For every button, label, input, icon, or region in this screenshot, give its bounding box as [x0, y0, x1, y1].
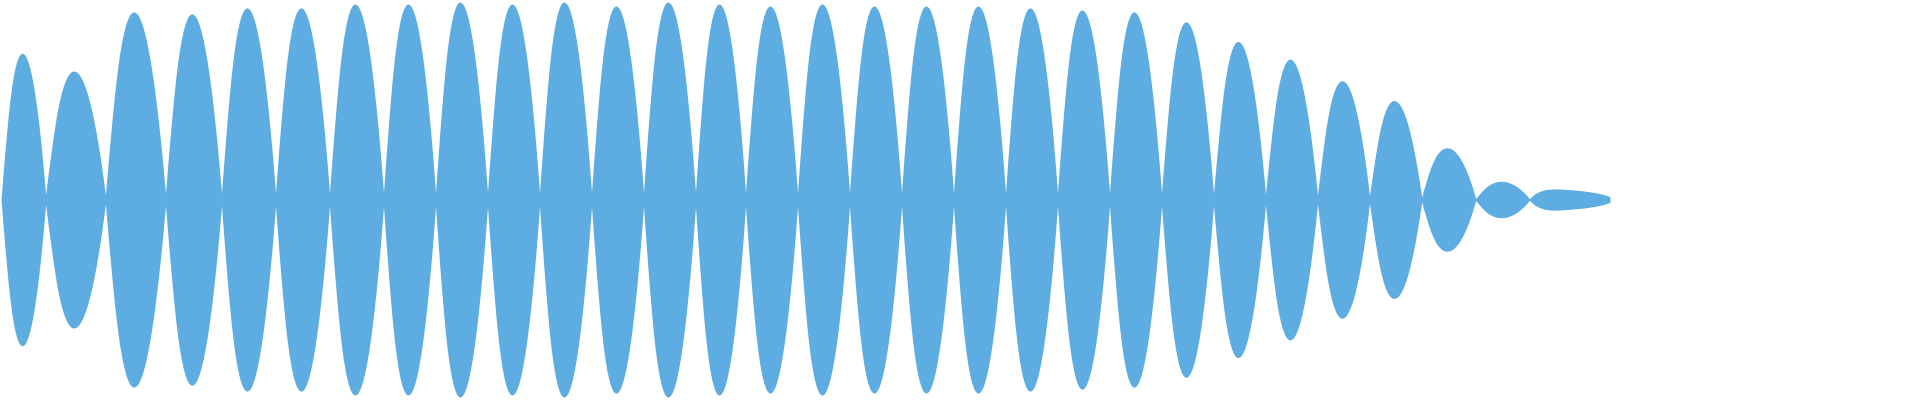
waveform-segment	[383, 4, 437, 396]
waveform-segment	[1421, 148, 1477, 252]
waveform-segment	[539, 2, 593, 398]
waveform-segment	[105, 12, 167, 388]
waveform-segment	[745, 6, 799, 394]
waveform-segment	[953, 6, 1007, 394]
waveform-segment	[1057, 10, 1111, 390]
waveform-segment	[695, 4, 747, 396]
waveform-segment	[1369, 100, 1423, 300]
waveform-segment	[221, 8, 277, 392]
waveform-segment	[1005, 8, 1059, 392]
waveform-segment	[1317, 81, 1371, 319]
waveform-segment	[1475, 181, 1531, 219]
waveform-segment	[849, 6, 903, 394]
waveform-segment	[435, 2, 489, 398]
waveform-segment	[45, 71, 107, 329]
waveform-segment	[1109, 12, 1163, 388]
waveform-segment	[643, 2, 697, 398]
waveform-segment	[1, 53, 47, 347]
waveform-segment	[591, 6, 645, 394]
waveform-segment	[1265, 59, 1319, 341]
waveform-segment	[797, 4, 851, 396]
waveform-segment	[1161, 22, 1215, 378]
waveform-segment	[1213, 41, 1267, 359]
waveform-segment	[165, 14, 223, 386]
waveform-segment	[487, 4, 541, 396]
waveform-segment	[1529, 189, 1611, 211]
waveform-segment	[901, 6, 955, 394]
waveform-segment	[275, 8, 331, 392]
waveform-segment	[329, 4, 385, 396]
